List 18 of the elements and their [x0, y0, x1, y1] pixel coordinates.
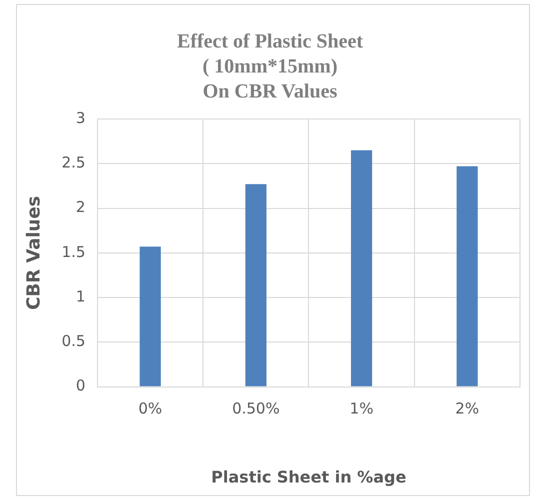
x-tick-label: 0%	[138, 400, 162, 418]
x-axis-title: Plastic Sheet in %age	[211, 468, 406, 487]
chart-title: Effect of Plastic Sheet ( 10mm*15mm) On CBR Values	[176, 30, 364, 103]
y-tick-label: 1.5	[62, 242, 86, 261]
x-tick-label: 0.50%	[232, 400, 280, 418]
y-tick-label: 0.5	[62, 332, 86, 350]
bar	[140, 246, 161, 386]
y-axis-title: CBR Values	[23, 196, 44, 310]
bar	[350, 150, 372, 386]
bar	[456, 166, 478, 386]
x-tick-label: 2%	[455, 400, 480, 418]
x-tick-label: 1%	[350, 400, 374, 418]
y-tick-label: 0	[76, 376, 86, 395]
y-tick-label: 1	[76, 287, 86, 306]
y-tick-label: 3	[76, 108, 86, 127]
bar	[245, 184, 266, 386]
y-tick-label: 2.5	[62, 154, 86, 172]
y-tick-label: 2	[76, 198, 86, 216]
